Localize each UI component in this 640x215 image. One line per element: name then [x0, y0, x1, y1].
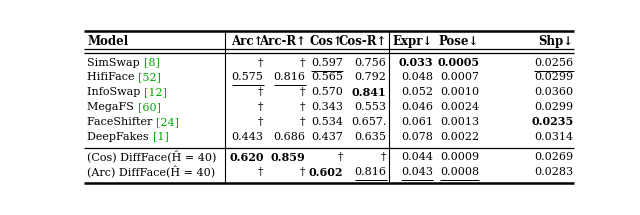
- Text: InfoSwap: InfoSwap: [88, 87, 144, 97]
- Text: FaceShifter: FaceShifter: [88, 117, 156, 127]
- Text: 0.0009: 0.0009: [440, 152, 479, 162]
- Text: 0.0010: 0.0010: [440, 87, 479, 97]
- Text: 0.044: 0.044: [401, 152, 433, 162]
- Text: 0.620: 0.620: [229, 152, 264, 163]
- Text: 0.0256: 0.0256: [534, 58, 573, 68]
- Text: 0.602: 0.602: [308, 167, 343, 178]
- Text: 0.0005: 0.0005: [437, 57, 479, 68]
- Text: †: †: [381, 152, 387, 162]
- Text: Shp↓: Shp↓: [538, 35, 573, 48]
- Text: †: †: [300, 117, 306, 127]
- Text: 0.048: 0.048: [401, 72, 433, 82]
- Text: (Arc) DiffFace(Ĥ = 40): (Arc) DiffFace(Ĥ = 40): [88, 166, 216, 178]
- Text: MegaFS: MegaFS: [88, 102, 138, 112]
- Text: 0.859: 0.859: [271, 152, 306, 163]
- Text: 0.343: 0.343: [311, 102, 343, 112]
- Text: †: †: [300, 87, 306, 97]
- Text: 0.792: 0.792: [355, 72, 387, 82]
- Text: 0.033: 0.033: [399, 57, 433, 68]
- Text: (Cos) DiffFace(Ĥ = 40): (Cos) DiffFace(Ĥ = 40): [88, 151, 217, 164]
- Text: 0.0022: 0.0022: [440, 132, 479, 142]
- Text: †: †: [258, 87, 264, 97]
- Text: [12]: [12]: [144, 87, 167, 97]
- Text: 0.078: 0.078: [401, 132, 433, 142]
- Text: 0.841: 0.841: [352, 87, 387, 98]
- Text: 0.0007: 0.0007: [440, 72, 479, 82]
- Text: †: †: [258, 117, 264, 127]
- Text: 0.816: 0.816: [274, 72, 306, 82]
- Text: 0.0013: 0.0013: [440, 117, 479, 127]
- Text: 0.046: 0.046: [401, 102, 433, 112]
- Text: Expr↓: Expr↓: [393, 35, 433, 48]
- Text: Arc-R↑: Arc-R↑: [259, 35, 306, 48]
- Text: †: †: [258, 167, 264, 177]
- Text: 0.565: 0.565: [311, 72, 343, 82]
- Text: †: †: [258, 102, 264, 112]
- Text: 0.0299: 0.0299: [534, 72, 573, 82]
- Text: 0.043: 0.043: [401, 167, 433, 177]
- Text: 0.816: 0.816: [355, 167, 387, 177]
- Text: 0.597: 0.597: [311, 58, 343, 68]
- Text: †: †: [337, 152, 343, 162]
- Text: †: †: [300, 58, 306, 68]
- Text: 0.0283: 0.0283: [534, 167, 573, 177]
- Text: Cos↑: Cos↑: [309, 35, 343, 48]
- Text: 0.657.: 0.657.: [351, 117, 387, 127]
- Text: 0.052: 0.052: [401, 87, 433, 97]
- Text: 0.635: 0.635: [355, 132, 387, 142]
- Text: 0.686: 0.686: [274, 132, 306, 142]
- Text: 0.575: 0.575: [232, 72, 264, 82]
- Text: HifiFace: HifiFace: [88, 72, 138, 82]
- Text: 0.0024: 0.0024: [440, 102, 479, 112]
- Text: 0.0360: 0.0360: [534, 87, 573, 97]
- Text: 0.0314: 0.0314: [534, 132, 573, 142]
- Text: 0.0235: 0.0235: [531, 116, 573, 127]
- Text: 0.0008: 0.0008: [440, 167, 479, 177]
- Text: †: †: [300, 102, 306, 112]
- Text: 0.061: 0.061: [401, 117, 433, 127]
- Text: Arc↑: Arc↑: [231, 35, 264, 48]
- Text: [1]: [1]: [152, 132, 168, 142]
- Text: 0.0269: 0.0269: [534, 152, 573, 162]
- Text: SimSwap: SimSwap: [88, 58, 144, 68]
- Text: 0.443: 0.443: [232, 132, 264, 142]
- Text: [52]: [52]: [138, 72, 161, 82]
- Text: 0.0299: 0.0299: [534, 102, 573, 112]
- Text: DeepFakes: DeepFakes: [88, 132, 152, 142]
- Text: †: †: [258, 58, 264, 68]
- Text: 0.756: 0.756: [355, 58, 387, 68]
- Text: Model: Model: [88, 35, 129, 48]
- Text: 0.553: 0.553: [355, 102, 387, 112]
- Text: [8]: [8]: [144, 58, 159, 68]
- Text: Cos-R↑: Cos-R↑: [338, 35, 387, 48]
- Text: Pose↓: Pose↓: [439, 35, 479, 48]
- Text: 0.437: 0.437: [311, 132, 343, 142]
- Text: 0.570: 0.570: [311, 87, 343, 97]
- Text: †: †: [300, 167, 306, 177]
- Text: [60]: [60]: [138, 102, 161, 112]
- Text: [24]: [24]: [156, 117, 179, 127]
- Text: 0.534: 0.534: [311, 117, 343, 127]
